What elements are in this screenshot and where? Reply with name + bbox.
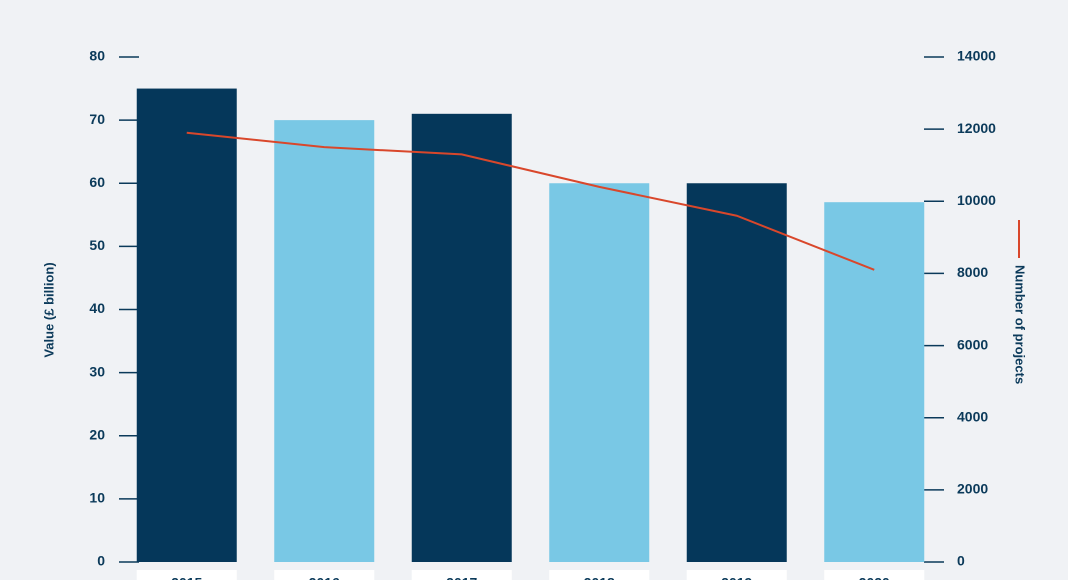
x-tick-label: 2015 <box>171 575 202 580</box>
bar <box>274 120 375 562</box>
x-label-box <box>824 570 925 580</box>
line <box>186 131 875 271</box>
x-tick-label: 2020 <box>859 575 890 580</box>
x-label-box <box>549 570 650 580</box>
y-tick-label: 40 <box>89 300 105 316</box>
y-tick-label: 0 <box>97 553 105 569</box>
bar <box>136 88 237 562</box>
bar <box>549 183 650 562</box>
y-tick-label: 60 <box>89 174 105 190</box>
y2-axis-label: Number of projects <box>1013 265 1028 384</box>
y2-tick-label: 4000 <box>957 408 988 424</box>
y2-tick-label: 2000 <box>957 481 988 497</box>
y-tick-label: 70 <box>89 111 105 127</box>
x-label-box <box>274 570 375 580</box>
bar <box>686 183 787 562</box>
y-tick-label: 20 <box>89 426 105 442</box>
y-tick-label: 10 <box>89 490 105 506</box>
y2-tick-label: 0 <box>957 553 965 569</box>
x-tick-label: 2019 <box>721 575 752 580</box>
x-label-box <box>411 570 512 580</box>
x-tick-label: 2017 <box>446 575 477 580</box>
y2-tick-label: 8000 <box>957 264 988 280</box>
y2-tick-label: 12000 <box>957 120 996 136</box>
y-tick-label: 30 <box>89 363 105 379</box>
y2-tick-label: 6000 <box>957 336 988 352</box>
y-tick-label: 50 <box>89 237 105 253</box>
y-tick-label: 80 <box>89 48 105 64</box>
y-axis-label: Value (£ billion) <box>41 262 56 357</box>
y2-tick-label: 14000 <box>957 48 996 64</box>
bar <box>411 113 512 562</box>
x-label-box <box>136 570 237 580</box>
y2-tick-label: 10000 <box>957 192 996 208</box>
bar <box>824 202 925 562</box>
x-tick-label: 2018 <box>584 575 615 580</box>
x-label-box <box>686 570 787 580</box>
x-tick-label: 2016 <box>309 575 340 580</box>
